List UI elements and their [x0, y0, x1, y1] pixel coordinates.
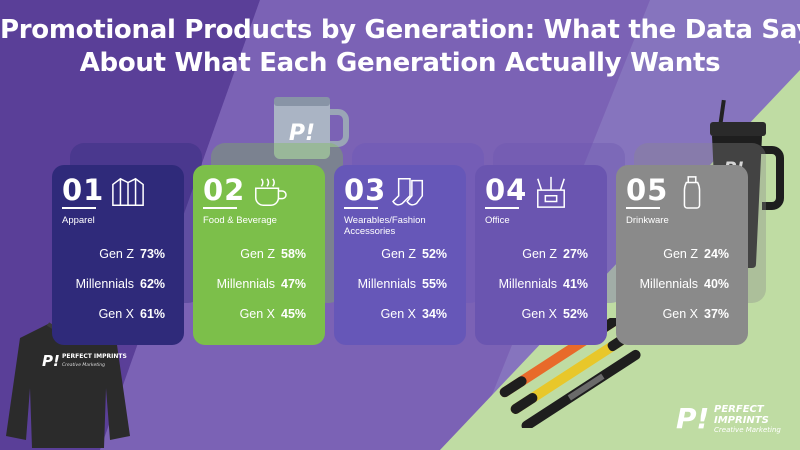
category-card-04: 04 Office Gen Z 27% Millennials 41% Gen X 52% — [475, 165, 607, 345]
brand-mark: P! — [676, 402, 709, 435]
number-underline — [62, 207, 96, 209]
generation-value: 52% — [422, 247, 448, 261]
generation-label: Millennials — [75, 277, 134, 291]
category-card-02: 02 Food & Beverage Gen Z 58% Millennials 47% G… — [193, 165, 325, 345]
generation-value: 61% — [140, 307, 166, 321]
camp-mug-image: P! — [274, 97, 349, 159]
number-underline — [626, 207, 660, 209]
number-underline — [203, 207, 237, 209]
generation-label: Millennials — [216, 277, 275, 291]
socks-icon — [392, 178, 424, 206]
generation-value: 73% — [140, 247, 166, 261]
brand-line-2: IMPRINTS — [714, 415, 769, 426]
category-name: Food & Beverage — [203, 215, 277, 226]
category-card-01: 01 Apparel Gen Z 73% Millennials 62% Gen X 61% — [52, 165, 184, 345]
generation-label: Gen Z — [522, 247, 557, 261]
generation-label: Gen X — [662, 307, 698, 321]
mug-logo: P! — [289, 121, 315, 146]
generation-label: Gen Z — [99, 247, 134, 261]
sweatshirt-logo: P! — [42, 352, 60, 370]
generation-label: Gen X — [98, 307, 134, 321]
generation-value: 27% — [563, 247, 589, 261]
generation-value: 58% — [281, 247, 307, 261]
generation-label: Millennials — [357, 277, 416, 291]
brand-tagline: Creative Marketing — [714, 426, 781, 434]
generation-value: 47% — [281, 277, 307, 291]
generation-value: 45% — [281, 307, 307, 321]
generation-value: 55% — [422, 277, 448, 291]
page-title: Promotional Products by Generation: What… — [0, 14, 800, 80]
sweatshirt-brand: PERFECT IMPRINTS — [62, 353, 127, 360]
category-name: Office — [485, 215, 510, 226]
number-underline — [485, 207, 519, 209]
category-name: Apparel — [62, 215, 95, 226]
generation-label: Gen X — [521, 307, 557, 321]
category-card-05: 05 Drinkware Gen Z 24% Millennials 40% Gen X 37… — [616, 165, 748, 345]
generation-label: Gen X — [239, 307, 275, 321]
category-name: Wearables/Fashion Accessories — [344, 215, 426, 237]
generation-label: Millennials — [498, 277, 557, 291]
sweatshirt-tagline: Creative Marketing — [62, 362, 105, 368]
generation-label: Gen Z — [663, 247, 698, 261]
category-number: 01 — [62, 173, 105, 207]
coffee-cup-icon — [255, 178, 287, 206]
category-card-03: 03 Wearables/Fashion Accessories Gen Z 52% M… — [334, 165, 466, 345]
jacket-icon — [112, 177, 144, 206]
category-name: Drinkware — [626, 215, 669, 226]
generation-label: Gen Z — [381, 247, 416, 261]
perfect-imprints-logo: P! PERFECT IMPRINTS Creative Marketing — [676, 402, 781, 435]
title-line-2: About What Each Generation Actually Want… — [79, 48, 721, 78]
generation-label: Millennials — [639, 277, 698, 291]
generation-value: 52% — [563, 307, 589, 321]
generation-label: Gen Z — [240, 247, 275, 261]
generation-value: 37% — [704, 307, 730, 321]
category-number: 05 — [626, 173, 669, 207]
generation-value: 40% — [704, 277, 730, 291]
generation-label: Gen X — [380, 307, 416, 321]
generation-value: 34% — [422, 307, 448, 321]
category-number: 03 — [344, 173, 387, 207]
pen-holder-icon — [537, 176, 565, 208]
title-line-1: Promotional Products by Generation: What… — [0, 15, 800, 45]
sweatshirt-image: P! PERFECT IMPRINTS Creative Marketing — [6, 322, 130, 448]
generation-value: 62% — [140, 277, 166, 291]
generation-value: 41% — [563, 277, 589, 291]
brand-line-1: PERFECT — [714, 404, 765, 415]
number-underline — [344, 207, 378, 209]
water-bottle-icon — [683, 176, 701, 209]
category-number: 04 — [485, 173, 528, 207]
category-number: 02 — [203, 173, 246, 207]
generation-value: 24% — [704, 247, 730, 261]
